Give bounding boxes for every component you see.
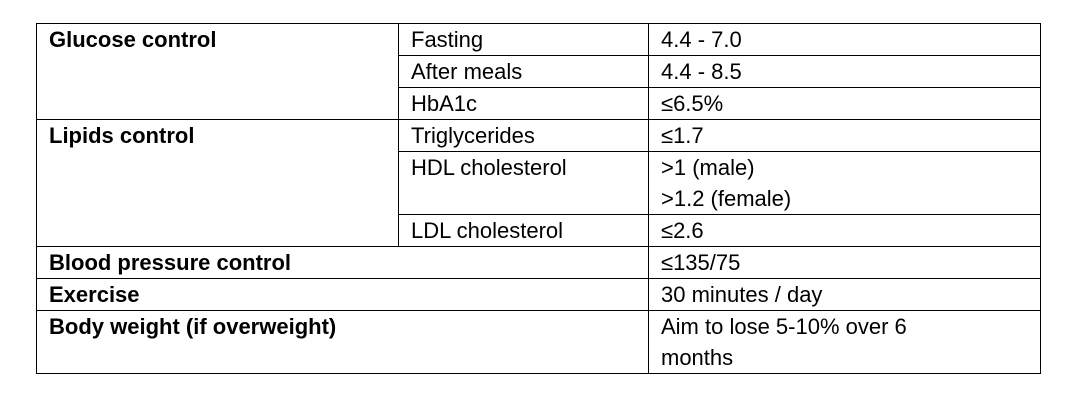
value-after-meals: 4.4 - 8.5 bbox=[648, 55, 1041, 88]
table-row: Glucose control Fasting 4.4 - 7.0 bbox=[36, 23, 1041, 120]
category-exercise: Exercise bbox=[36, 278, 649, 311]
category-lipids-control: Lipids control bbox=[36, 119, 399, 247]
item-ldl-cholesterol: LDL cholesterol bbox=[398, 214, 649, 247]
table-row: LDL cholesterol ≤2.6 bbox=[37, 214, 1041, 247]
value-exercise: 30 minutes / day bbox=[648, 278, 1041, 311]
table-row: Body weight (if overweight) Aim to lose … bbox=[36, 310, 1041, 374]
table-row: HDL cholesterol >1 (male) >1.2 (female) bbox=[37, 151, 1041, 215]
table-row: Blood pressure control ≤135/75 bbox=[36, 246, 1041, 279]
item-after-meals: After meals bbox=[398, 55, 649, 88]
item-triglycerides: Triglycerides bbox=[398, 119, 649, 152]
item-hdl-cholesterol: HDL cholesterol bbox=[398, 151, 649, 215]
value-triglycerides: ≤1.7 bbox=[648, 119, 1041, 152]
table-row: After meals 4.4 - 8.5 bbox=[37, 55, 1041, 88]
value-hdl-male: >1 (male) bbox=[661, 155, 755, 180]
value-blood-pressure: ≤135/75 bbox=[648, 246, 1041, 279]
value-fasting: 4.4 - 7.0 bbox=[648, 23, 1041, 56]
item-hba1c: HbA1c bbox=[398, 87, 649, 120]
table-row: Exercise 30 minutes / day bbox=[36, 278, 1041, 311]
value-body-weight-line-1: Aim to lose 5-10% over 6 bbox=[661, 314, 907, 339]
value-body-weight: Aim to lose 5-10% over 6 months bbox=[648, 310, 1041, 374]
treatment-targets-table: Glucose control Fasting 4.4 - 7.0 After … bbox=[36, 23, 1041, 374]
category-body-weight: Body weight (if overweight) bbox=[36, 310, 649, 374]
value-ldl-cholesterol: ≤2.6 bbox=[648, 214, 1041, 247]
item-fasting: Fasting bbox=[398, 23, 649, 56]
value-hba1c: ≤6.5% bbox=[648, 87, 1041, 120]
value-body-weight-line-2: months bbox=[661, 345, 734, 370]
value-hdl-cholesterol: >1 (male) >1.2 (female) bbox=[648, 151, 1041, 215]
value-hdl-female: >1.2 (female) bbox=[661, 186, 792, 211]
category-blood-pressure-control: Blood pressure control bbox=[36, 246, 649, 279]
category-glucose-control: Glucose control bbox=[36, 23, 399, 120]
table-row: Lipids control Triglycerides ≤1.7 bbox=[36, 119, 1041, 247]
